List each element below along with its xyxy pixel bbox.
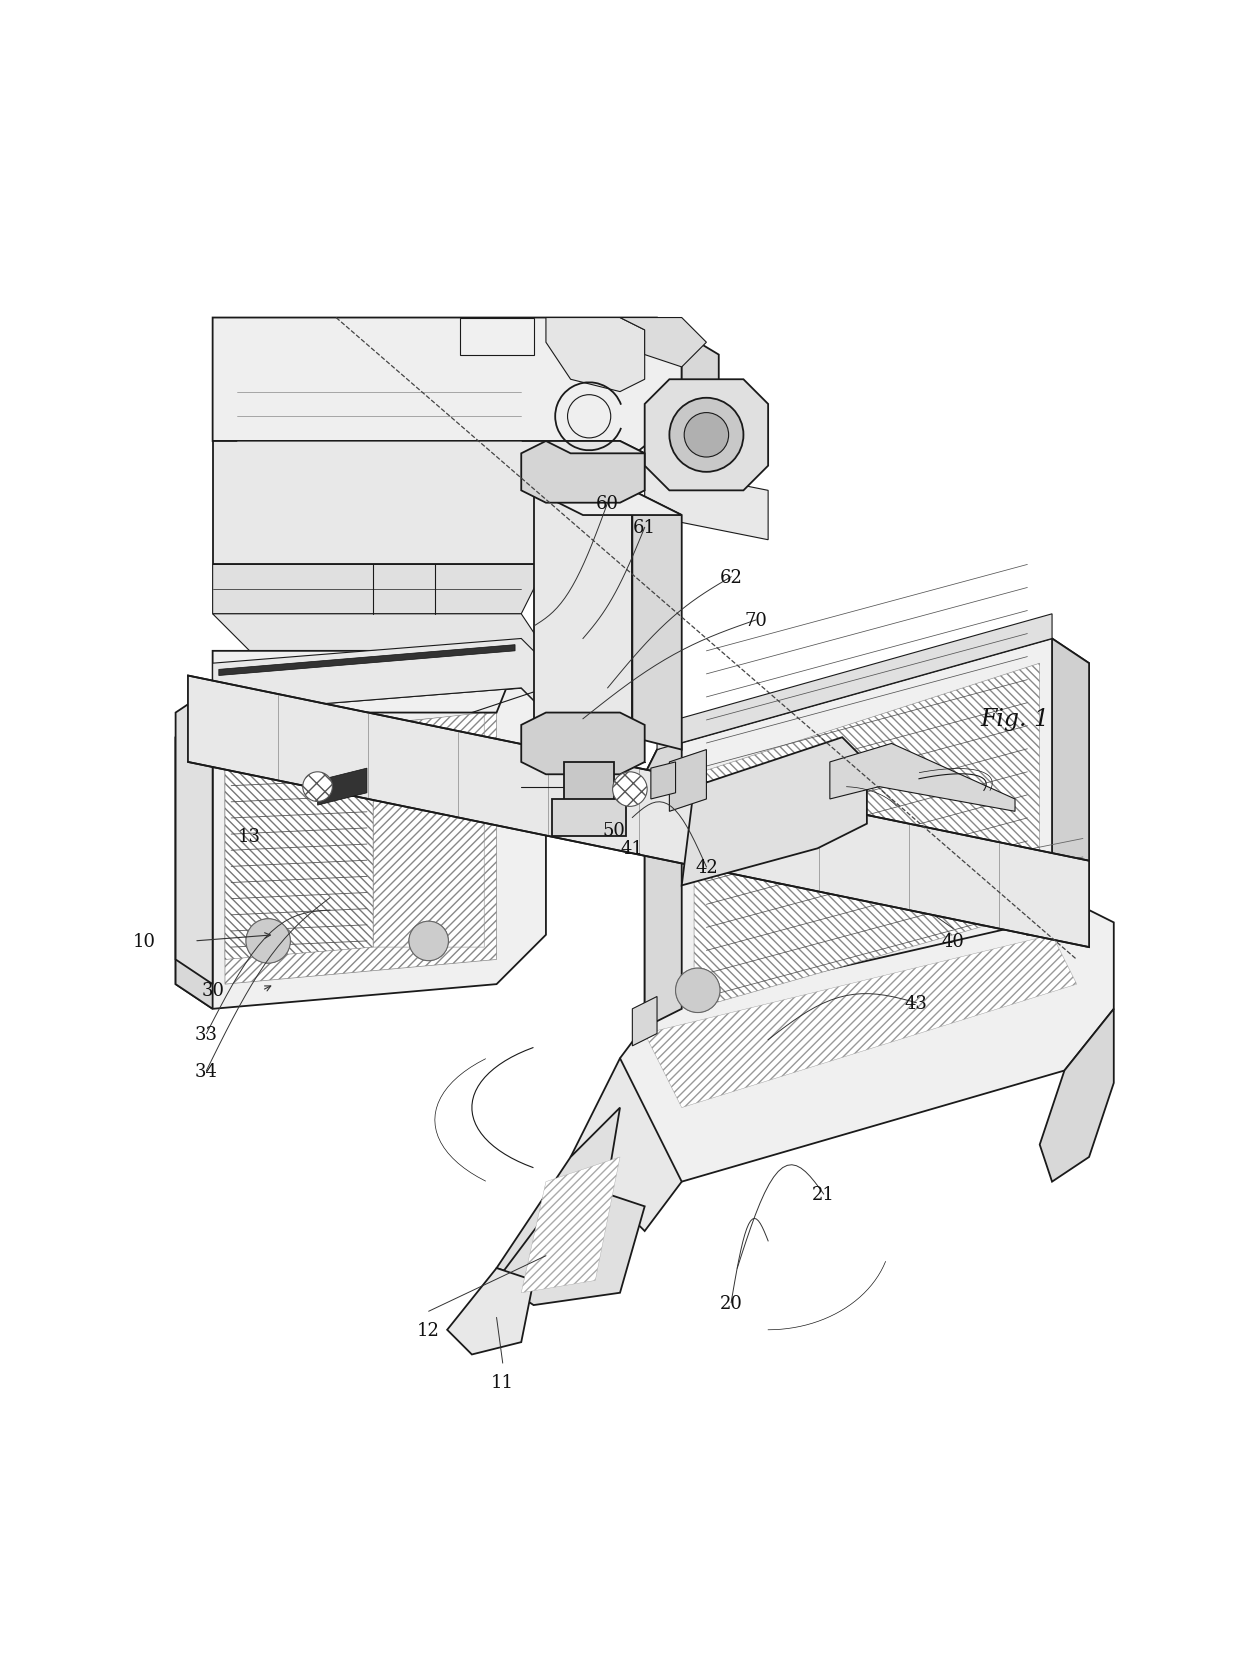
Polygon shape xyxy=(176,689,212,984)
Polygon shape xyxy=(212,664,521,713)
Circle shape xyxy=(409,922,449,960)
Text: 11: 11 xyxy=(491,1374,515,1390)
Circle shape xyxy=(684,413,729,458)
Polygon shape xyxy=(564,763,614,811)
Polygon shape xyxy=(645,738,682,1022)
Polygon shape xyxy=(373,713,484,947)
Polygon shape xyxy=(521,1158,620,1293)
Polygon shape xyxy=(1028,873,1089,935)
Circle shape xyxy=(670,398,744,472)
Text: 42: 42 xyxy=(696,858,718,877)
Polygon shape xyxy=(570,1059,682,1231)
Polygon shape xyxy=(1052,639,1089,935)
Polygon shape xyxy=(645,467,768,540)
Polygon shape xyxy=(212,565,546,614)
Text: 33: 33 xyxy=(195,1026,218,1042)
Text: 41: 41 xyxy=(621,840,644,858)
Polygon shape xyxy=(218,448,539,559)
Polygon shape xyxy=(645,935,1076,1108)
Polygon shape xyxy=(546,318,645,393)
Text: 10: 10 xyxy=(133,932,156,950)
Text: 40: 40 xyxy=(942,932,965,950)
Polygon shape xyxy=(212,442,546,565)
Polygon shape xyxy=(176,713,212,1009)
Polygon shape xyxy=(620,318,707,368)
Polygon shape xyxy=(645,639,1089,1034)
Polygon shape xyxy=(212,651,521,713)
Polygon shape xyxy=(224,713,496,984)
Polygon shape xyxy=(448,1268,533,1355)
Polygon shape xyxy=(188,676,1089,947)
Text: 12: 12 xyxy=(417,1322,440,1338)
Polygon shape xyxy=(218,646,515,676)
Polygon shape xyxy=(496,1181,645,1305)
Text: 50: 50 xyxy=(603,821,625,840)
Polygon shape xyxy=(657,318,719,467)
Polygon shape xyxy=(496,1108,620,1280)
Polygon shape xyxy=(460,318,533,355)
Polygon shape xyxy=(830,744,1016,811)
Polygon shape xyxy=(651,763,676,800)
Polygon shape xyxy=(521,442,645,504)
Polygon shape xyxy=(533,492,682,515)
Text: Fig. 1: Fig. 1 xyxy=(981,708,1049,731)
Polygon shape xyxy=(224,726,373,960)
Circle shape xyxy=(303,773,332,801)
Text: 60: 60 xyxy=(596,495,619,512)
Text: 13: 13 xyxy=(238,828,262,845)
Text: 61: 61 xyxy=(634,519,656,537)
Text: 62: 62 xyxy=(719,569,743,587)
Polygon shape xyxy=(632,492,682,750)
Polygon shape xyxy=(682,738,867,885)
Polygon shape xyxy=(533,492,632,738)
Polygon shape xyxy=(564,763,614,811)
Polygon shape xyxy=(546,442,645,453)
Text: 21: 21 xyxy=(812,1184,835,1203)
Polygon shape xyxy=(694,664,1039,1009)
Circle shape xyxy=(613,773,647,806)
Circle shape xyxy=(676,969,720,1012)
Polygon shape xyxy=(176,689,546,1009)
Text: 34: 34 xyxy=(195,1062,218,1079)
Polygon shape xyxy=(632,997,657,1046)
Polygon shape xyxy=(212,639,546,713)
Polygon shape xyxy=(645,380,768,492)
Text: 20: 20 xyxy=(719,1293,743,1312)
Polygon shape xyxy=(707,750,842,873)
Polygon shape xyxy=(552,800,626,836)
Polygon shape xyxy=(317,768,367,806)
Text: 70: 70 xyxy=(744,612,768,629)
Circle shape xyxy=(246,918,290,964)
Text: 43: 43 xyxy=(905,994,928,1012)
Polygon shape xyxy=(212,318,682,467)
Polygon shape xyxy=(218,657,515,708)
Polygon shape xyxy=(670,750,707,811)
Text: 30: 30 xyxy=(201,982,224,1000)
Polygon shape xyxy=(521,713,645,775)
Polygon shape xyxy=(1039,1009,1114,1181)
Polygon shape xyxy=(670,750,707,811)
Polygon shape xyxy=(657,614,1052,750)
Polygon shape xyxy=(620,910,1114,1181)
Polygon shape xyxy=(212,614,546,651)
